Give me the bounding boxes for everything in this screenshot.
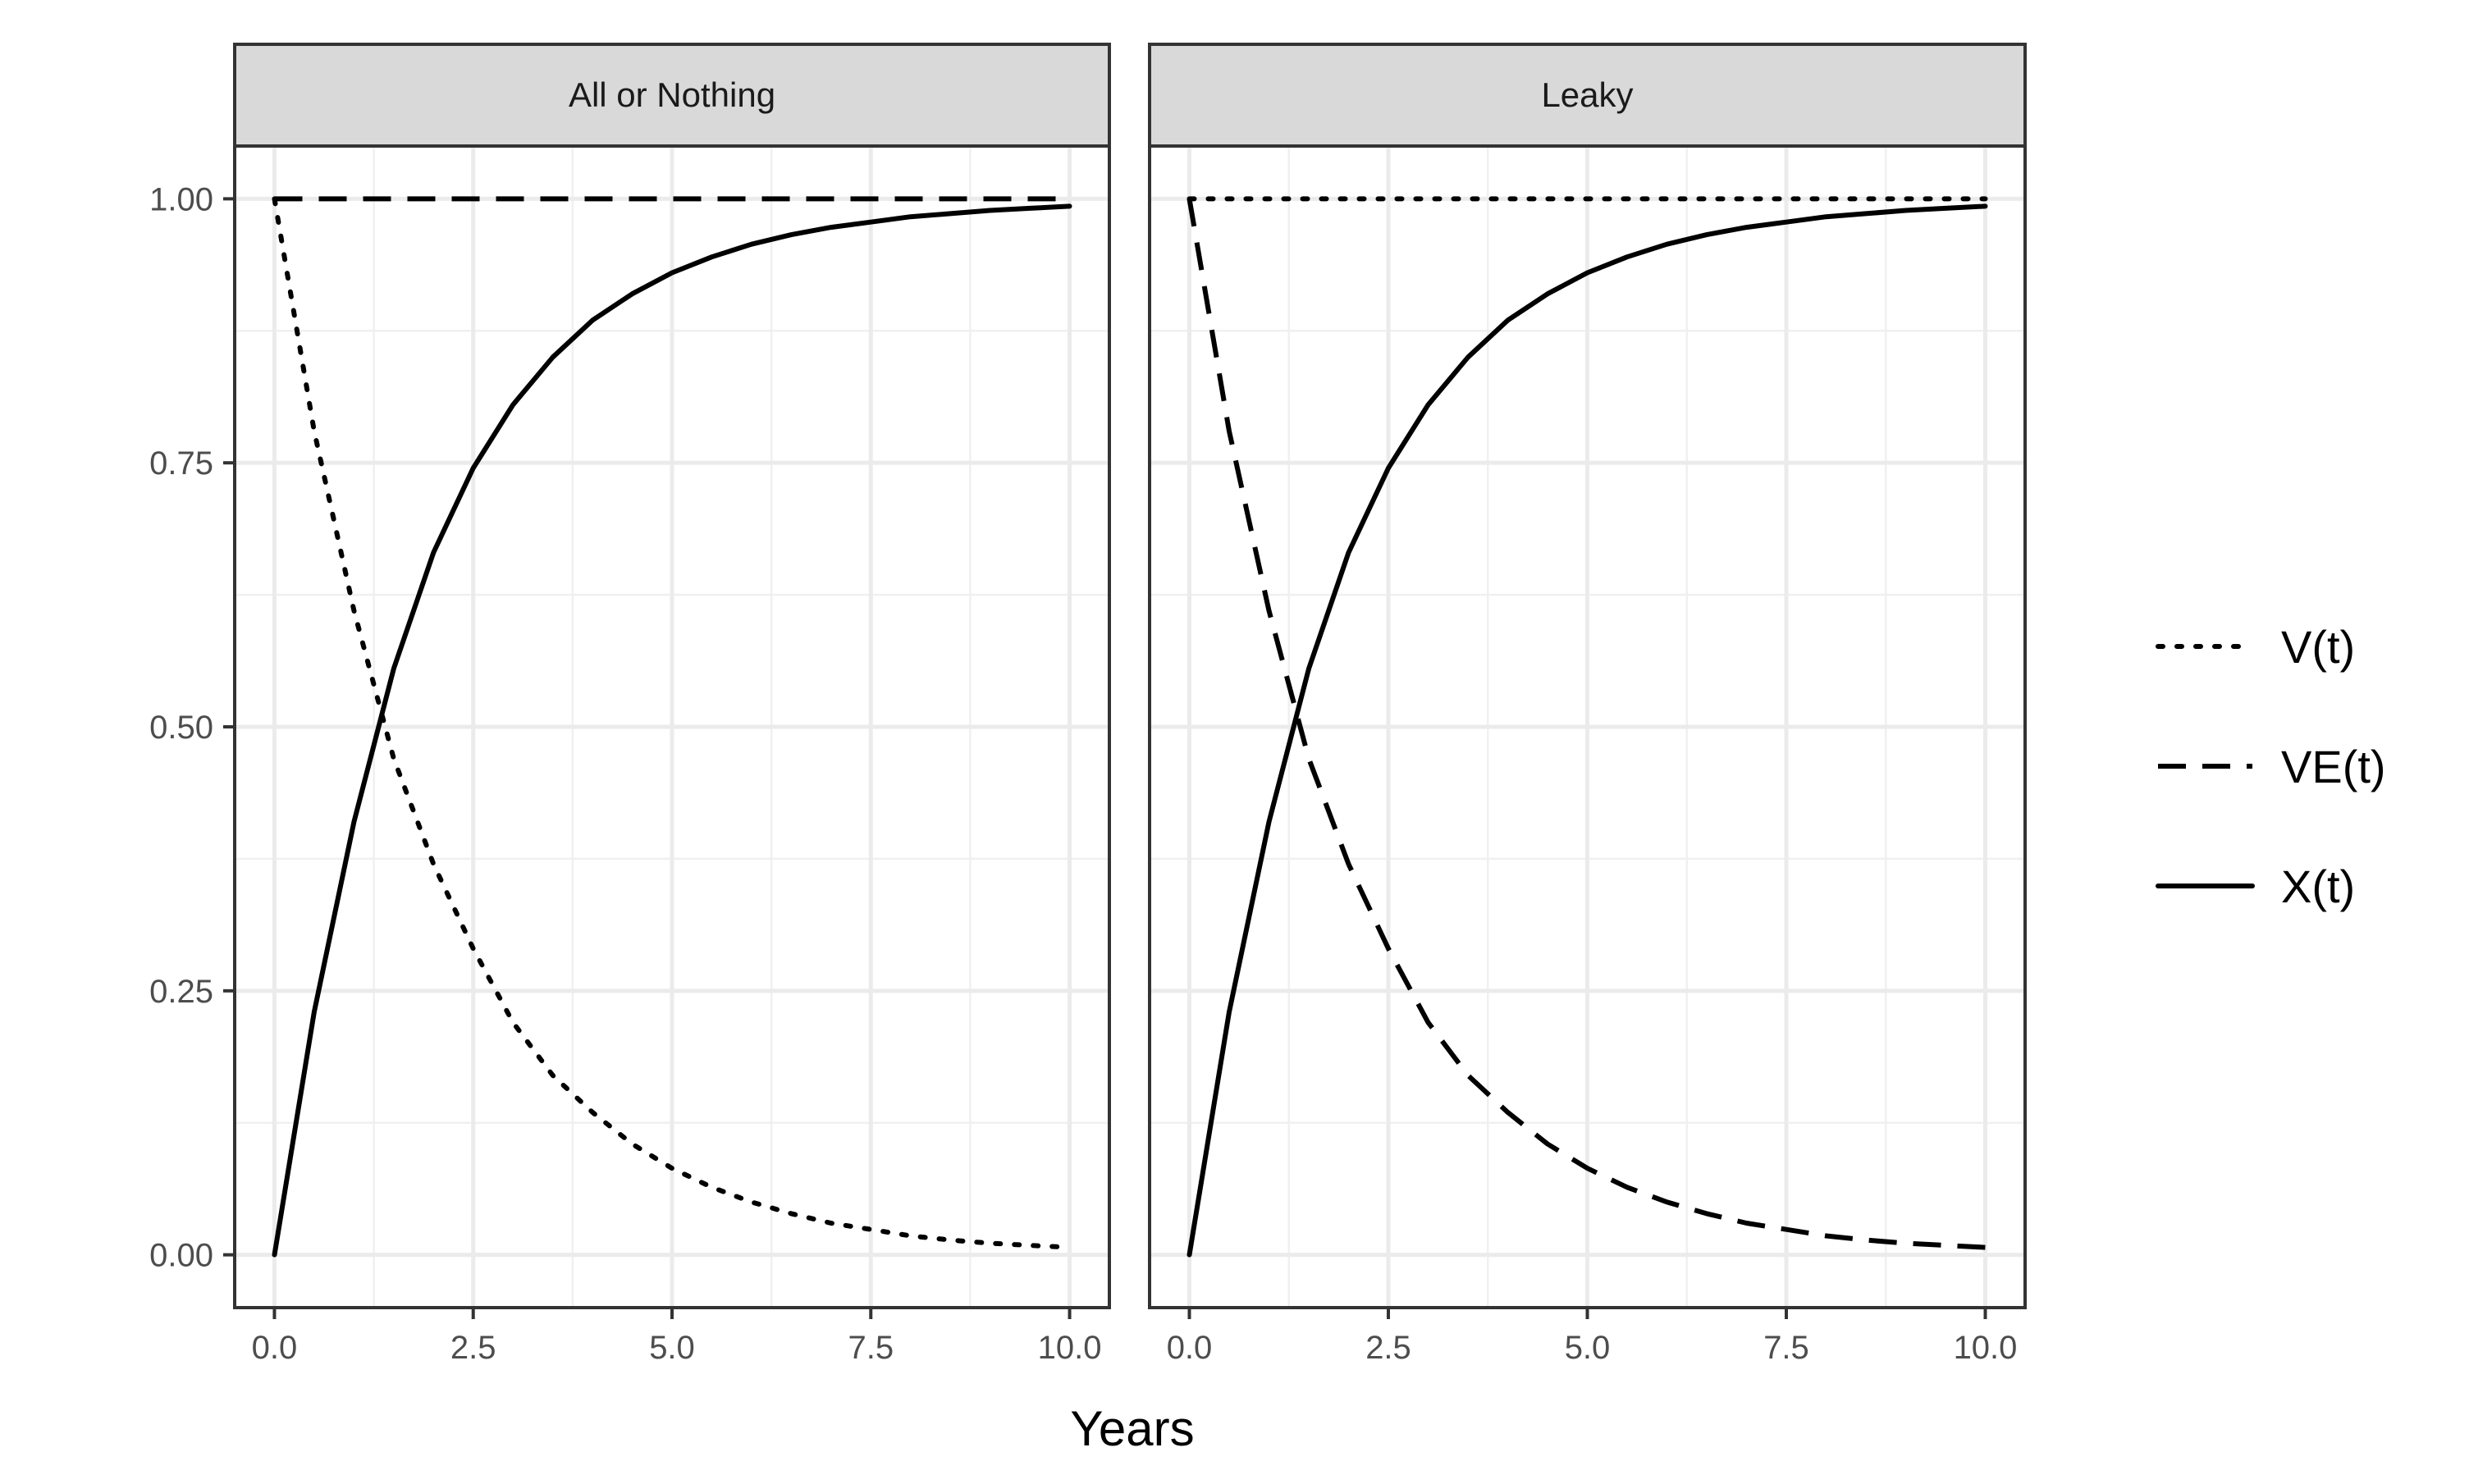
legend-label-v-t: V(t) [2281,621,2355,673]
y-tick-label: 0.75 [149,445,213,482]
x-tick-label: 0.0 [252,1330,298,1366]
legend-label-x-t: X(t) [2281,861,2355,912]
panel-1: Leaky 0.0 2.5 5.0 7.5 10.0 [1148,43,2027,1366]
x-tick-label: 10.0 [1954,1330,2018,1366]
series-line-x-t [272,203,1072,1258]
x-tick-label: 10.0 [1038,1330,1102,1366]
x-axis-title: Years [1070,1401,1194,1456]
strip-header [233,43,1111,148]
x-tick-label: 2.5 [1365,1330,1411,1366]
x-tick-label: 0.0 [1167,1330,1213,1366]
x-tick-label: 2.5 [450,1330,496,1366]
legend: V(t) VE(t) X(t) [2156,621,2386,912]
series-line-v-t [272,196,1072,1250]
y-tick-label: 1.00 [149,181,213,217]
x-tick-label: 5.0 [649,1330,695,1366]
panels-layer: All or Nothing 0.0 2.5 5.0 7.5 10.0 0.00 0.25 0.… [149,43,2027,1366]
strip-label: Leaky [1541,75,1633,114]
x-tick-label: 7.5 [1763,1330,1809,1366]
y-tick-label: 0.00 [149,1238,213,1274]
y-tick-label: 0.25 [149,974,213,1010]
y-tick-label: 0.50 [149,710,213,746]
x-tick-label: 5.0 [1565,1330,1611,1366]
legend-label-ve-t: VE(t) [2281,741,2386,792]
series-line-x-t [1186,203,1988,1258]
series-line-ve-t [1186,198,1986,1250]
x-tick-label: 7.5 [848,1330,894,1366]
strip-header [1148,43,2027,148]
panel-0: All or Nothing 0.0 2.5 5.0 7.5 10.0 0.00 0.25 0.… [149,43,1111,1366]
strip-label: All or Nothing [569,75,775,114]
